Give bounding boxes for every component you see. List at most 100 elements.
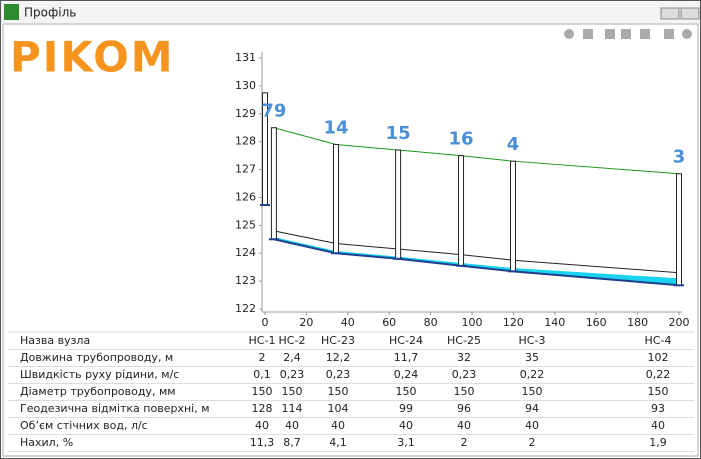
table-cell: 8,7 <box>283 436 301 449</box>
zoom-out-icon[interactable] <box>621 29 631 39</box>
table-cell: 96 <box>457 402 471 415</box>
well-label: 14 <box>323 117 348 138</box>
y-tick-label: 130 <box>235 79 256 92</box>
x-tick-label: 200 <box>669 316 690 329</box>
table-cell: 0,22 <box>520 368 545 381</box>
x-tick-label: 180 <box>627 316 648 329</box>
well <box>333 143 340 254</box>
table-cell: 4,1 <box>329 436 347 449</box>
table-cell: 11,3 <box>250 436 275 449</box>
camera-icon[interactable] <box>664 29 674 39</box>
well-label: 16 <box>448 129 473 150</box>
table-cell: 0,23 <box>326 368 351 381</box>
y-tick-label: 127 <box>235 163 256 176</box>
settings-icon[interactable] <box>682 29 692 39</box>
table-cell: 150 <box>282 385 303 398</box>
y-tick-label: 125 <box>235 218 256 231</box>
table-cell: 94 <box>525 402 539 415</box>
table-cell: НС-4 <box>645 334 672 347</box>
table-cell: 2 <box>529 436 536 449</box>
minimize-button[interactable] <box>660 7 680 20</box>
well <box>676 173 682 286</box>
table-cell: 128 <box>252 402 273 415</box>
well <box>270 127 277 240</box>
table-cell: 0,23 <box>280 368 305 381</box>
y-tick-label: 124 <box>235 246 256 259</box>
well <box>395 149 402 260</box>
table-cell: 1,9 <box>649 436 667 449</box>
table-cell: 0,22 <box>646 368 671 381</box>
table-cell: 40 <box>525 419 539 432</box>
table-cell: 150 <box>252 385 273 398</box>
table-cell: 104 <box>328 402 349 415</box>
table-cell: 12,2 <box>326 351 351 364</box>
table-cell: 2 <box>461 436 468 449</box>
x-tick-label: 120 <box>503 316 524 329</box>
table-cell: НС-1 <box>249 334 276 347</box>
row-label: Об’єм стічних вод, л/с <box>20 419 148 432</box>
well-label: 79 <box>261 101 286 122</box>
chart-toolbar <box>564 29 692 39</box>
table-cell: 102 <box>648 351 669 364</box>
autoscale-icon[interactable] <box>640 29 650 39</box>
table-cell: 40 <box>331 419 345 432</box>
table-cell: 150 <box>396 385 417 398</box>
table-cell: 11,7 <box>394 351 419 364</box>
table-cell: НС-2 <box>279 334 306 347</box>
row-label: Довжина трубопроводу, м <box>20 351 173 364</box>
x-tick-label: 20 <box>299 316 313 329</box>
window-title: Профіль <box>24 6 76 20</box>
table-cell: 2,4 <box>283 351 301 364</box>
well-label: 3 <box>673 147 686 168</box>
x-tick-label: 80 <box>424 316 438 329</box>
y-tick-label: 131 <box>235 51 256 64</box>
well-label: 15 <box>386 123 411 144</box>
table-cell: НС-24 <box>389 334 423 347</box>
table-cell: 2 <box>259 351 266 364</box>
table-cell: 0,24 <box>394 368 419 381</box>
y-tick-label: 126 <box>235 190 256 203</box>
zoom-icon[interactable] <box>564 29 574 39</box>
title-bar <box>1 1 700 23</box>
well <box>458 155 465 267</box>
table-cell: НС-3 <box>519 334 546 347</box>
table-cell: 150 <box>648 385 669 398</box>
zoom-in-icon[interactable] <box>605 29 615 39</box>
maximize-button[interactable] <box>680 7 700 20</box>
row-label: Назва вузла <box>20 334 90 347</box>
row-label: Геодезична відмітка поверхні, м <box>20 402 210 415</box>
table-cell: 40 <box>399 419 413 432</box>
table-cell: 114 <box>282 402 303 415</box>
table-cell: НС-25 <box>447 334 481 347</box>
table-cell: 93 <box>651 402 665 415</box>
row-label: Швидкість руху рідини, м/с <box>20 368 179 381</box>
well-label: 4 <box>507 134 520 155</box>
table-cell: 40 <box>651 419 665 432</box>
x-tick-label: 140 <box>544 316 565 329</box>
x-tick-label: 160 <box>586 316 607 329</box>
app-icon <box>4 4 19 20</box>
series-line <box>273 238 680 287</box>
series-line <box>273 127 680 175</box>
x-tick-label: 40 <box>341 316 355 329</box>
table-cell: 32 <box>457 351 471 364</box>
table-cell: 40 <box>457 419 471 432</box>
pan-icon[interactable] <box>583 29 593 39</box>
table-cell: 99 <box>399 402 413 415</box>
table-cell: 40 <box>255 419 269 432</box>
table-cell: 150 <box>328 385 349 398</box>
table-cell: 150 <box>522 385 543 398</box>
row-label: Нахил, % <box>20 436 73 449</box>
y-tick-label: 129 <box>235 107 256 120</box>
y-tick-label: 123 <box>235 274 256 287</box>
series-line <box>273 230 680 274</box>
table-cell: 150 <box>454 385 475 398</box>
x-tick-label: 60 <box>382 316 396 329</box>
logo: PIKOM <box>10 33 175 82</box>
table-cell: 0,23 <box>452 368 477 381</box>
row-label: Діаметр трубопроводу, мм <box>20 385 176 398</box>
table-cell: 3,1 <box>397 436 415 449</box>
x-tick-label: 0 <box>262 316 269 329</box>
y-tick-label: 128 <box>235 135 256 148</box>
